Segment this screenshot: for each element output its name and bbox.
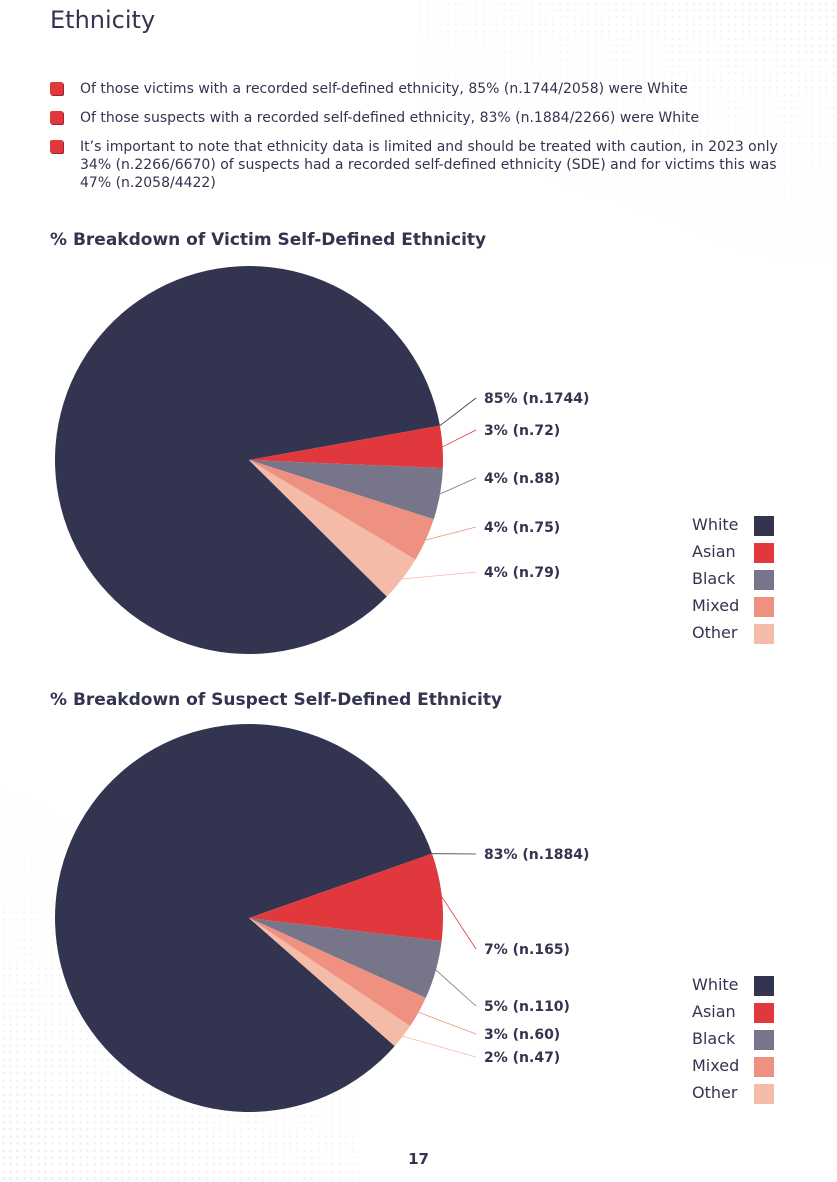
legend-label: White	[692, 515, 739, 534]
pie-slice-other	[249, 460, 416, 597]
legend-item-asian: Asian	[692, 542, 774, 569]
leader-line-asian	[441, 896, 477, 950]
data-label-white: 83% (n.1884)	[484, 847, 589, 863]
legend-label: Black	[692, 1029, 736, 1048]
legend-label: Asian	[692, 1002, 736, 1021]
legend-item-black: Black	[692, 569, 774, 596]
legend-swatch	[754, 976, 774, 996]
legend-label: Other	[692, 1083, 738, 1102]
legend-label: Asian	[692, 542, 736, 561]
legend-label: Other	[692, 623, 738, 642]
legend-item-mixed: Mixed	[692, 596, 774, 623]
leader-line-white	[439, 397, 477, 427]
leader-line-other	[402, 1035, 477, 1058]
legend-item-white: White	[692, 515, 774, 542]
legend-swatch	[754, 1030, 774, 1050]
page-number: 17	[408, 1150, 429, 1168]
pie-slice-black	[249, 918, 442, 998]
data-label-other: 4% (n.79)	[484, 565, 560, 581]
pie-slice-black	[249, 460, 443, 520]
suspect-chart-title: % Breakdown of Suspect Self-Defined Ethn…	[50, 690, 503, 710]
data-label-black: 4% (n.88)	[484, 471, 560, 487]
legend-label: Mixed	[692, 596, 740, 615]
legend-item-asian: Asian	[692, 1002, 774, 1029]
key-findings-list: Of those victims with a recorded self-de…	[50, 80, 790, 203]
bullet-text: Of those suspects with a recorded self-d…	[80, 110, 700, 126]
legend-swatch	[754, 597, 774, 617]
bullet-text: It’s important to note that ethnicity da…	[80, 139, 778, 191]
suspect-chart-legend: White Asian Black Mixed Other	[692, 975, 774, 1110]
legend-swatch	[754, 543, 774, 563]
victim-chart-legend: White Asian Black Mixed Other	[692, 515, 774, 650]
bullet-marker-icon	[50, 82, 63, 95]
data-label-mixed: 4% (n.75)	[484, 520, 560, 536]
pie-slice-asian	[249, 853, 444, 942]
bullet-victims-white: Of those victims with a recorded self-de…	[50, 80, 790, 98]
legend-swatch	[754, 516, 774, 536]
data-label-black: 5% (n.110)	[484, 999, 570, 1015]
leader-line-other	[402, 571, 477, 580]
legend-swatch	[754, 570, 774, 590]
victim-chart-title: % Breakdown of Victim Self-Defined Ethni…	[50, 230, 487, 250]
legend-swatch	[754, 624, 774, 644]
leader-line-black	[439, 477, 477, 495]
bullet-marker-icon	[50, 140, 63, 153]
data-label-asian: 3% (n.72)	[484, 423, 560, 439]
pie-slice-mixed	[249, 460, 434, 560]
legend-swatch	[754, 1084, 774, 1104]
pie-slice-white	[54, 724, 433, 1113]
legend-item-other: Other	[692, 623, 774, 650]
legend-item-black: Black	[692, 1029, 774, 1056]
pie-slice-mixed	[249, 918, 426, 1027]
data-label-mixed: 3% (n.60)	[484, 1027, 560, 1043]
legend-swatch	[754, 1003, 774, 1023]
pie-slice-other	[249, 918, 411, 1047]
bullet-data-caveat: It’s important to note that ethnicity da…	[50, 138, 790, 192]
legend-item-white: White	[692, 975, 774, 1002]
legend-item-other: Other	[692, 1083, 774, 1110]
legend-item-mixed: Mixed	[692, 1056, 774, 1083]
legend-swatch	[754, 1057, 774, 1077]
leader-line-mixed	[418, 1011, 477, 1035]
page-title: Ethnicity	[50, 6, 156, 34]
pie-slice-asian	[249, 425, 443, 469]
bullet-text: Of those victims with a recorded self-de…	[80, 81, 688, 97]
data-label-other: 2% (n.47)	[484, 1050, 560, 1066]
legend-label: White	[692, 975, 739, 994]
leader-line-mixed	[425, 526, 477, 541]
pie-slice-white	[54, 266, 440, 655]
data-label-asian: 7% (n.165)	[484, 942, 570, 958]
legend-label: Black	[692, 569, 736, 588]
bullet-marker-icon	[50, 111, 63, 124]
bullet-suspects-white: Of those suspects with a recorded self-d…	[50, 109, 790, 127]
legend-label: Mixed	[692, 1056, 740, 1075]
data-label-white: 85% (n.1744)	[484, 391, 589, 407]
leader-line-asian	[442, 429, 477, 448]
leader-line-black	[435, 969, 477, 1007]
